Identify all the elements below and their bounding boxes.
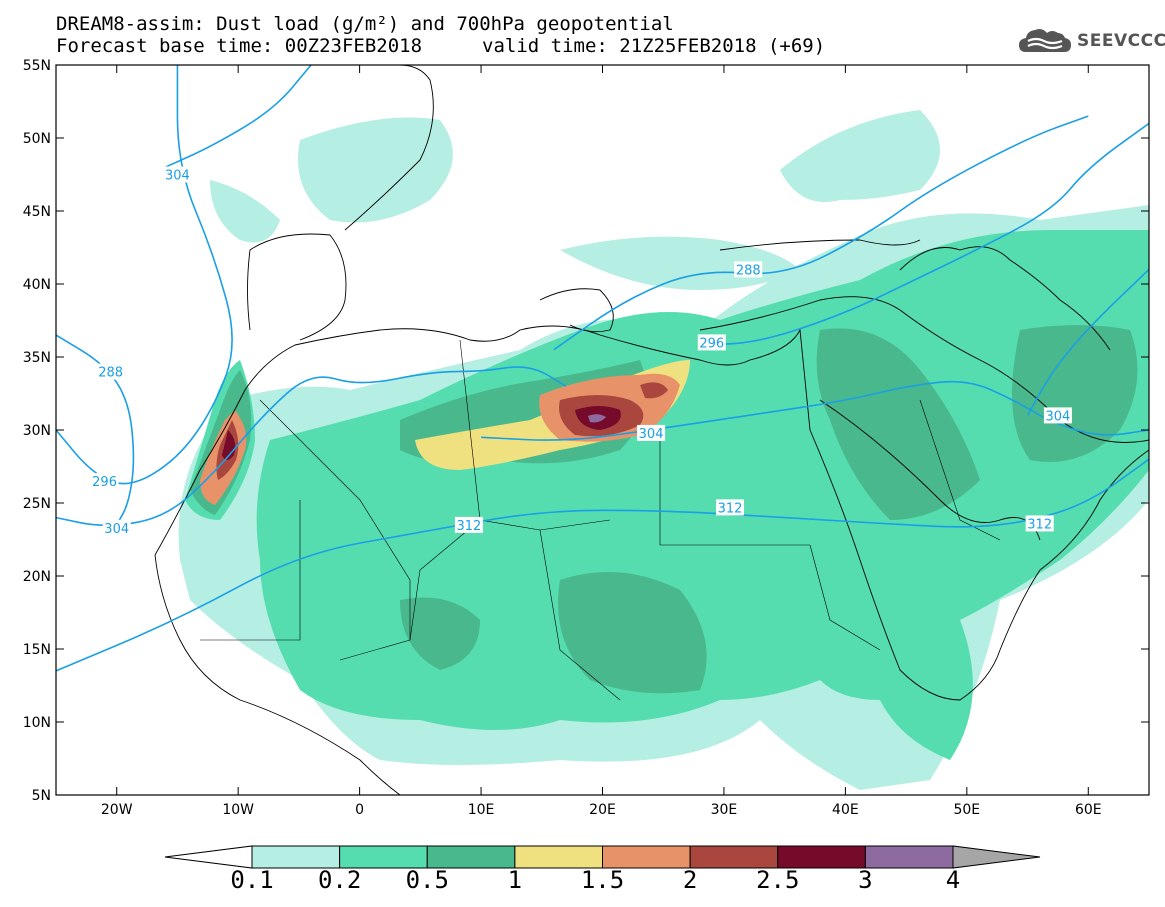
- dust-load-field: [178, 110, 1149, 790]
- colorbar-label: 1.5: [580, 866, 625, 894]
- contour-label-304: 304: [104, 522, 129, 537]
- lon-tick-label: 20W: [101, 802, 133, 818]
- lat-tick-label: 15N: [23, 642, 51, 658]
- contour-line-288: [553, 115, 1089, 351]
- forecast-base-time: Forecast base time: 00Z23FEB2018: [56, 35, 423, 57]
- colorbar-segment: [251, 845, 341, 869]
- latitude-axis: 55N 50N 45N 40N 35N 30N 25N 20N 15N 10N 5N: [23, 58, 1149, 804]
- lon-tick-label: 50E: [953, 802, 980, 818]
- colorbar-segment: [777, 845, 866, 869]
- contour-label-bg: [637, 424, 666, 441]
- colorbar-under-triangle: [164, 845, 253, 869]
- contour-label-bg: [102, 519, 131, 536]
- valid-time: valid time: 21Z25FEB2018 (+69): [482, 35, 826, 57]
- dust-load-colorbar: [164, 845, 1041, 869]
- lon-tick-label: 60E: [1075, 802, 1102, 818]
- lat-tick-label: 55N: [23, 58, 51, 74]
- contour-label-bg: [90, 473, 119, 490]
- map-title: DREAM8-assim: Dust load (g/m²) and 700hP…: [56, 13, 674, 35]
- lat-tick-label: 10N: [23, 715, 51, 731]
- lat-tick-label: 35N: [23, 350, 51, 366]
- colorbar-label: 3: [858, 866, 873, 894]
- colorbar-segment: [339, 845, 428, 869]
- map-area: 288 288 296 296 304 304 304 304 312 312 312: [56, 65, 1149, 795]
- contour-label-bg: [96, 363, 125, 380]
- lat-tick-label: 45N: [23, 204, 51, 220]
- geopotential-contour-labels: 288 288 296 296 304 304 304 304 312 312 312: [90, 166, 1072, 537]
- colorbar-label: 2: [682, 866, 698, 894]
- country-borders: [200, 339, 1001, 701]
- lon-tick-label: 40E: [832, 802, 859, 818]
- contour-line-304: [481, 380, 1149, 441]
- lon-tick-label: 10W: [222, 802, 254, 818]
- contour-label-312: 312: [456, 519, 481, 534]
- contour-line-296: [699, 122, 1149, 347]
- contour-line-312: [56, 458, 1149, 672]
- lon-tick-label: 10E: [468, 802, 495, 818]
- contour-line-288: [56, 334, 135, 526]
- contour-label-312: 312: [1027, 517, 1052, 532]
- colorbar-segment: [514, 845, 603, 869]
- contour-label-312: 312: [718, 501, 743, 516]
- contour-label-bg: [1043, 407, 1072, 424]
- contour-label-304: 304: [639, 427, 664, 442]
- contour-line-296: [56, 65, 233, 485]
- lat-tick-label: 20N: [23, 569, 51, 585]
- contour-label-304: 304: [1046, 409, 1071, 424]
- longitude-axis: 20W 10W 0 10E 20E 30E 40E 50E 60E: [101, 65, 1102, 818]
- lat-tick-label: 5N: [32, 788, 51, 804]
- colorbar-label: 1: [507, 866, 523, 894]
- seevccc-logo: SEEVCCC: [1018, 26, 1165, 56]
- contour-label-bg: [1025, 515, 1054, 532]
- contour-label-bg: [734, 261, 763, 278]
- colorbar-label: 2.5: [756, 866, 800, 894]
- lat-tick-label: 50N: [23, 131, 51, 147]
- contour-label-bg: [697, 334, 726, 351]
- contour-label-bg: [716, 499, 745, 516]
- lat-tick-label: 25N: [23, 496, 51, 512]
- contour-line-304: [1026, 268, 1149, 416]
- contour-label-288: 288: [98, 366, 123, 381]
- colorbar-segment: [864, 845, 954, 869]
- colorbar-label: 0.5: [405, 866, 449, 894]
- cloud-icon: [1019, 29, 1071, 52]
- logo-text: SEEVCCC: [1077, 31, 1165, 51]
- contour-label-288: 288: [736, 263, 761, 278]
- colorbar-label: 0.2: [317, 866, 362, 894]
- contour-label-296: 296: [92, 475, 117, 490]
- lat-tick-label: 30N: [23, 423, 51, 439]
- colorbar-over-triangle: [952, 845, 1041, 869]
- lon-tick-label: 0: [355, 802, 364, 818]
- colorbar-segment: [689, 845, 779, 869]
- contour-label-bg: [454, 516, 483, 533]
- colorbar-label: 0.1: [230, 866, 274, 894]
- colorbar-segment: [426, 845, 516, 869]
- contour-label-304: 304: [165, 169, 190, 184]
- lon-tick-label: 20E: [589, 802, 616, 818]
- contour-label-296: 296: [699, 336, 724, 351]
- lon-tick-label: 30E: [711, 802, 738, 818]
- contour-label-bg: [163, 166, 192, 183]
- colorbar-label: 4: [945, 866, 961, 894]
- lat-tick-label: 40N: [23, 277, 51, 293]
- colorbar-segment: [602, 845, 691, 869]
- contour-line-304: [164, 65, 312, 168]
